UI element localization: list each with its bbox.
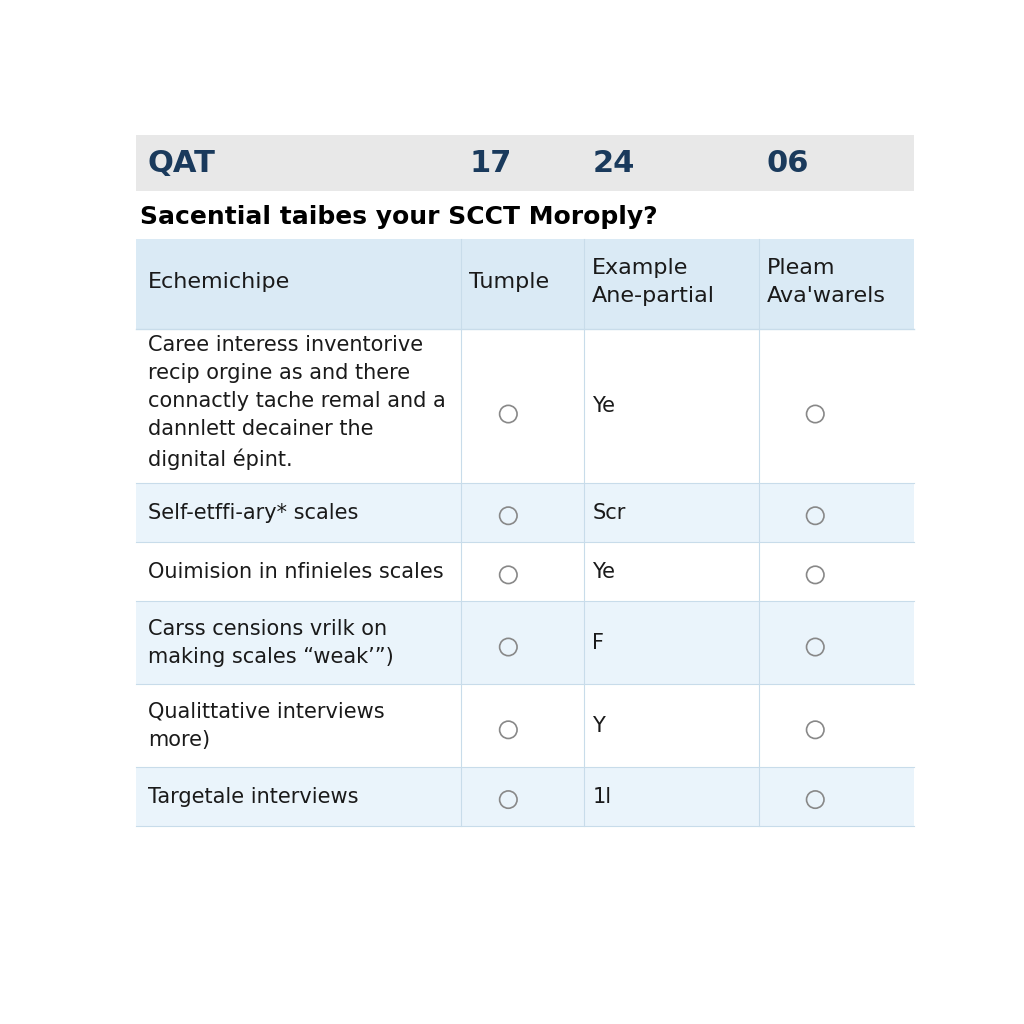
Bar	[136, 483, 913, 543]
Text: Tumple: Tumple	[469, 272, 549, 292]
Bar	[136, 684, 913, 767]
Bar	[136, 601, 913, 684]
Text: Scr: Scr	[592, 503, 626, 523]
Bar	[136, 543, 913, 601]
Bar	[136, 330, 913, 483]
Text: Caree interess inventorive
recip orgine as and there
connactly tache remal and a: Caree interess inventorive recip orgine …	[147, 335, 445, 470]
Text: Self-etffi-ary* scales: Self-etffi-ary* scales	[147, 503, 358, 523]
Bar	[136, 135, 913, 191]
Text: Echemichipe: Echemichipe	[147, 272, 290, 292]
Text: Ouimision in nfinieles scales: Ouimision in nfinieles scales	[147, 562, 443, 582]
Text: Example
Ane-partial: Example Ane-partial	[592, 258, 715, 306]
Bar	[136, 767, 913, 826]
Bar	[136, 239, 913, 330]
Text: 1l: 1l	[592, 786, 611, 807]
Text: Y: Y	[592, 716, 605, 735]
Text: 06: 06	[767, 148, 809, 177]
Text: Carss censions vrilk on
making scales “weak’”): Carss censions vrilk on making scales “w…	[147, 618, 393, 667]
Text: Targetale interviews: Targetale interviews	[147, 786, 358, 807]
Text: Sacential taibes your SCCT Moroply?: Sacential taibes your SCCT Moroply?	[140, 206, 657, 229]
Text: 24: 24	[592, 148, 635, 177]
Text: Qualittative interviews
more): Qualittative interviews more)	[147, 701, 384, 750]
Text: QAT: QAT	[147, 148, 216, 177]
Text: 17: 17	[469, 148, 512, 177]
Text: Ye: Ye	[592, 396, 615, 417]
Text: Ye: Ye	[592, 562, 615, 582]
Text: F: F	[592, 633, 604, 653]
Text: Pleam
Ava'warels: Pleam Ava'warels	[767, 258, 886, 306]
